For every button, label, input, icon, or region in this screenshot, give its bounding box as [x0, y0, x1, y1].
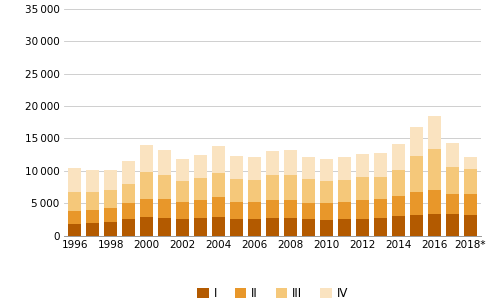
Bar: [338, 180, 351, 202]
Bar: [212, 146, 225, 173]
Bar: [464, 215, 477, 236]
Bar: [122, 203, 136, 219]
Bar: [104, 222, 117, 236]
Bar: [392, 144, 405, 169]
Bar: [104, 208, 117, 222]
Bar: [176, 159, 190, 181]
Bar: [194, 200, 207, 218]
Bar: [428, 116, 441, 149]
Bar: [248, 157, 261, 180]
Bar: [176, 181, 190, 202]
Bar: [248, 219, 261, 236]
Bar: [212, 173, 225, 198]
Bar: [428, 214, 441, 236]
Bar: [212, 217, 225, 236]
Bar: [284, 150, 297, 175]
Bar: [248, 180, 261, 202]
Bar: [464, 169, 477, 194]
Bar: [374, 218, 387, 236]
Bar: [338, 219, 351, 236]
Bar: [355, 154, 369, 177]
Bar: [392, 196, 405, 216]
Bar: [140, 217, 153, 236]
Bar: [68, 224, 82, 236]
Bar: [409, 191, 423, 215]
Bar: [409, 215, 423, 236]
Bar: [355, 177, 369, 200]
Bar: [302, 203, 315, 219]
Bar: [230, 179, 243, 202]
Bar: [338, 202, 351, 219]
Bar: [86, 223, 99, 236]
Bar: [158, 150, 171, 175]
Bar: [158, 199, 171, 218]
Bar: [104, 190, 117, 208]
Bar: [266, 200, 279, 218]
Bar: [374, 199, 387, 218]
Bar: [194, 218, 207, 236]
Bar: [302, 179, 315, 203]
Bar: [374, 153, 387, 177]
Legend: I, II, III, IV: I, II, III, IV: [192, 282, 353, 302]
Bar: [86, 210, 99, 223]
Bar: [140, 145, 153, 172]
Bar: [392, 169, 405, 196]
Bar: [86, 170, 99, 192]
Bar: [230, 202, 243, 219]
Bar: [464, 157, 477, 169]
Bar: [284, 200, 297, 218]
Bar: [446, 167, 459, 194]
Bar: [320, 203, 333, 220]
Bar: [320, 220, 333, 236]
Bar: [446, 194, 459, 214]
Bar: [122, 161, 136, 184]
Bar: [464, 194, 477, 215]
Bar: [320, 159, 333, 181]
Bar: [284, 218, 297, 236]
Bar: [140, 172, 153, 199]
Bar: [194, 155, 207, 178]
Bar: [320, 181, 333, 203]
Bar: [122, 219, 136, 236]
Bar: [302, 157, 315, 179]
Bar: [409, 127, 423, 156]
Bar: [68, 191, 82, 211]
Bar: [230, 219, 243, 236]
Bar: [355, 200, 369, 219]
Bar: [230, 156, 243, 179]
Bar: [68, 168, 82, 191]
Bar: [176, 202, 190, 219]
Bar: [355, 219, 369, 236]
Bar: [212, 198, 225, 217]
Bar: [284, 175, 297, 200]
Bar: [158, 218, 171, 236]
Bar: [302, 219, 315, 236]
Bar: [446, 143, 459, 167]
Bar: [176, 219, 190, 236]
Bar: [140, 199, 153, 217]
Bar: [122, 184, 136, 203]
Bar: [338, 157, 351, 180]
Bar: [104, 169, 117, 190]
Bar: [86, 192, 99, 210]
Bar: [68, 211, 82, 224]
Bar: [428, 149, 441, 190]
Bar: [266, 218, 279, 236]
Bar: [374, 177, 387, 199]
Bar: [194, 178, 207, 200]
Bar: [158, 175, 171, 199]
Bar: [248, 202, 261, 219]
Bar: [446, 214, 459, 236]
Bar: [266, 175, 279, 200]
Bar: [392, 216, 405, 236]
Bar: [409, 156, 423, 191]
Bar: [428, 190, 441, 214]
Bar: [266, 151, 279, 175]
